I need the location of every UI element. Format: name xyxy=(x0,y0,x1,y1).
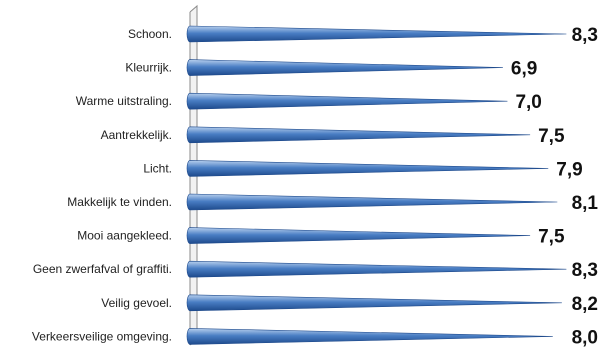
category-labels: Schoon. Kleurrijk. Warme uitstraling. Aantr… xyxy=(32,27,172,343)
category-label: Makkelijk te vinden. xyxy=(67,195,172,209)
category-label: Schoon. xyxy=(128,27,172,41)
value-label: 7,0 xyxy=(515,92,541,113)
value-label: 8,2 xyxy=(572,294,598,315)
value-label: 8,0 xyxy=(572,327,598,348)
value-label: 8,1 xyxy=(572,193,599,214)
bar-5 xyxy=(186,193,558,211)
bar-0 xyxy=(186,25,567,43)
category-label: Warme uitstraling. xyxy=(76,94,172,108)
value-label: 8,3 xyxy=(572,25,598,46)
bar-9 xyxy=(186,328,553,345)
category-label: Verkeersveilige omgeving. xyxy=(32,329,172,343)
category-label: Veilig gevoel. xyxy=(101,296,172,310)
bar-3 xyxy=(186,126,531,144)
category-label: Geen zwerfafval of graffiti. xyxy=(33,262,172,276)
category-label: Aantrekkelijk. xyxy=(101,128,172,142)
value-label: 8,3 xyxy=(572,260,598,281)
bar-2 xyxy=(186,92,508,110)
category-label: Mooi aangekleed. xyxy=(77,229,172,243)
value-labels: 8,3 6,9 7,0 7,5 7,9 8,1 7,5 8,3 8,2 8,0 xyxy=(511,25,599,348)
bar-1 xyxy=(186,59,503,76)
bars xyxy=(186,25,567,345)
bar-4 xyxy=(186,160,549,177)
value-label: 7,5 xyxy=(538,126,565,147)
value-label: 7,5 xyxy=(538,227,565,248)
bar-8 xyxy=(186,294,562,312)
bar-7 xyxy=(186,260,567,278)
category-label: Kleurrijk. xyxy=(125,61,172,75)
bar-6 xyxy=(186,227,531,244)
value-label: 7,9 xyxy=(556,159,582,180)
value-label: 6,9 xyxy=(511,59,537,80)
category-label: Licht. xyxy=(143,161,172,175)
